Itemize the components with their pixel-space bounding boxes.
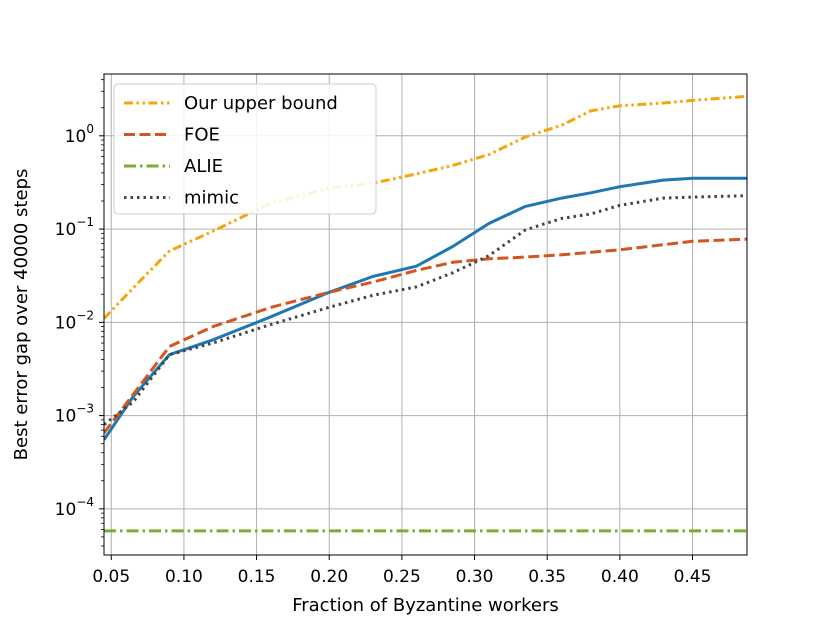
y-tick-label: 100 <box>65 122 94 147</box>
series-line-our-upper-bound <box>104 94 747 320</box>
plot-area-frame <box>103 73 748 556</box>
x-tick-label: 0.30 <box>456 567 494 587</box>
legend-label: FOE <box>184 125 220 146</box>
legend: Our upper bound FOE ALIE mimic <box>113 83 377 215</box>
series-line-foe <box>104 237 747 434</box>
series-group <box>104 94 747 533</box>
legend-label: ALIE <box>184 156 223 177</box>
x-tick-label: 0.25 <box>383 567 421 587</box>
series-line-mimic <box>104 194 747 426</box>
x-tick-label: 0.05 <box>92 567 130 587</box>
x-axis-label: Fraction of Byzantine workers <box>292 595 559 616</box>
x-tick-label: 0.10 <box>165 567 203 587</box>
legend-label: mimic <box>184 188 239 209</box>
x-tick-label: 0.40 <box>601 567 639 587</box>
y-tick-label: 10−1 <box>55 215 94 240</box>
series-line-unlabeled <box>104 176 747 441</box>
y-axis-label: Best error gap over 40000 steps <box>11 169 32 461</box>
x-tick-label: 0.15 <box>238 567 276 587</box>
y-tick-label: 10−4 <box>55 495 94 520</box>
x-tick-label: 0.45 <box>674 567 712 587</box>
axis-ticks: 0.05 0.10 0.15 0.20 0.25 0.30 0.35 0.40 0.45 10−4… <box>55 79 712 587</box>
grid <box>104 74 747 555</box>
x-tick-label: 0.20 <box>310 567 348 587</box>
y-tick-label: 10−3 <box>55 402 94 427</box>
legend-label: Our upper bound <box>184 93 338 114</box>
y-tick-label: 10−2 <box>55 308 94 333</box>
legend-box <box>113 83 377 215</box>
x-tick-label: 0.35 <box>528 567 566 587</box>
